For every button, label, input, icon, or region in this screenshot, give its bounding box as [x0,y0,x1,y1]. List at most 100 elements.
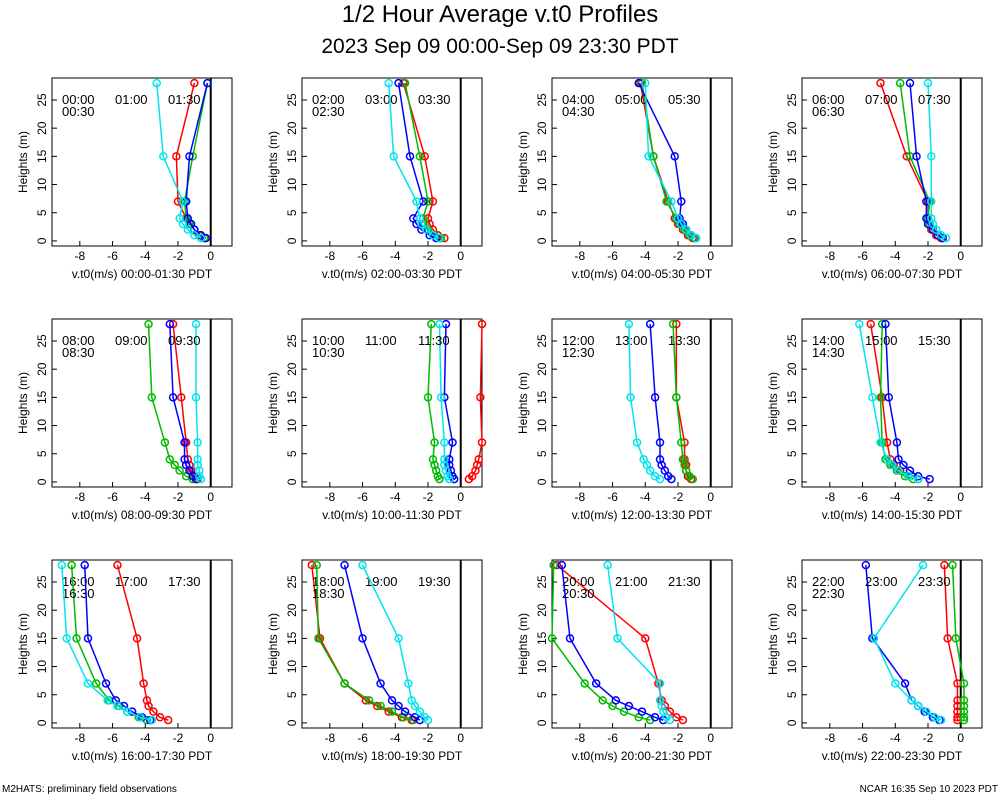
y-tick-label: 15 [285,631,299,645]
x-axis-label: v.t0(m/s) 00:00-01:30 PDT [72,267,213,281]
x-tick-label: -2 [923,490,934,504]
y-tick-label: 10 [535,178,549,192]
data-point [195,472,204,481]
legend-label: 16:30 [62,586,95,601]
data-point [678,455,688,464]
data-point [163,715,173,725]
data-point [177,393,186,402]
y-tick-label: 0 [535,478,549,485]
data-point [422,225,431,234]
legend-label: 12:30 [562,345,595,360]
data-point [358,634,367,643]
y-tick-label: 0 [35,719,49,726]
x-tick-label: 0 [457,249,464,263]
y-tick-label: 25 [35,575,49,589]
legend-label: 00:00 [62,92,95,107]
data-point [340,679,349,688]
axes-frame [301,559,483,729]
x-tick-label: -2 [923,249,934,263]
data-point [175,466,184,475]
legend-label: 06:00 [812,92,845,107]
data-point [913,474,923,484]
data-point [389,152,398,161]
data-point [611,696,621,705]
data-point [358,560,367,570]
x-tick-label: -6 [107,249,118,263]
data-point [650,393,660,402]
data-point [190,231,199,240]
x-tick-label: -4 [390,490,401,504]
data-point [923,78,933,88]
data-point [111,696,121,705]
data-point [180,455,189,464]
data-point [183,225,193,234]
x-axis-label: v.t0(m/s) 06:00-07:30 PDT [822,267,963,281]
y-tick-label: 15 [785,631,799,645]
data-point [632,438,642,447]
data-point [399,713,408,722]
data-point [673,214,683,223]
data-point [927,152,936,161]
y-tick-label: 10 [285,660,299,674]
data-point [922,707,931,716]
x-tick-label: -6 [357,731,368,745]
x-tick-label: 0 [707,490,714,504]
y-tick-label: 25 [285,575,299,589]
data-point [905,78,915,88]
x-tick-label: -2 [673,249,684,263]
legend-label: 03:00 [365,92,398,107]
x-tick-label: -4 [890,249,901,263]
data-point [667,197,676,206]
data-point [641,78,650,88]
data-point [175,214,184,223]
data-point [474,455,483,464]
y-tick-label: 5 [785,691,799,698]
legend-label: 20:30 [562,586,595,601]
data-point [195,466,204,475]
data-point [139,679,148,688]
data-point [427,319,436,329]
y-tick-label: 15 [285,390,299,404]
data-point [894,455,903,464]
y-tick-label: 25 [285,93,299,107]
x-axis-label: v.t0(m/s) 20:00-21:30 PDT [572,749,713,763]
data-point [598,696,607,705]
data-point [144,319,153,329]
data-point [83,679,93,688]
data-point [580,679,589,688]
x-tick-label: 0 [957,731,964,745]
legend-label: 15:00 [865,333,898,348]
x-tick-label: -8 [324,490,335,504]
data-point [672,393,681,402]
data-point [431,466,441,475]
y-tick-label: 10 [285,419,299,433]
data-point [83,634,93,643]
y-tick-label: 25 [785,334,799,348]
y-axis-label: Heights (m) [266,131,280,193]
y-tick-label: 10 [785,660,799,674]
x-tick-label: -8 [574,731,585,745]
data-point [565,634,575,643]
data-point [922,214,931,223]
x-tick-label: -4 [640,490,651,504]
data-point [394,78,403,88]
legend-label: 04:00 [562,92,595,107]
data-point [681,225,691,234]
y-tick-label: 10 [785,419,799,433]
y-tick-label: 25 [535,93,549,107]
series-line [873,564,942,721]
x-tick-label: -2 [423,249,434,263]
data-point [905,466,915,475]
x-tick-label: -6 [857,249,868,263]
y-tick-label: 15 [535,149,549,163]
data-point [147,393,157,402]
data-point [613,634,622,643]
data-point [895,78,905,88]
x-tick-label: -4 [390,249,401,263]
data-point [928,219,938,229]
legend-label: 13:30 [668,333,701,348]
y-tick-label: 10 [35,419,49,433]
data-point [637,707,647,716]
x-tick-label: 0 [207,249,214,263]
x-tick-label: -8 [574,490,585,504]
